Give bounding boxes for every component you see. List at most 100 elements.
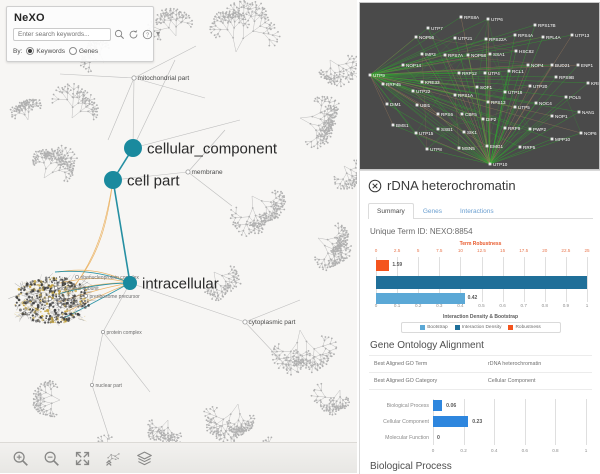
gene-node[interactable] bbox=[489, 163, 492, 166]
gene-node[interactable] bbox=[555, 76, 558, 79]
gene-node[interactable] bbox=[454, 94, 457, 97]
legend-item-interaction-density[interactable]: Interaction Density bbox=[455, 325, 502, 330]
go-bar-bp[interactable] bbox=[433, 400, 442, 411]
gene-node[interactable] bbox=[444, 54, 447, 57]
search-panel[interactable]: NeXO ? ▾ By: bbox=[6, 6, 154, 62]
gene-node-label[interactable]: POL5 bbox=[569, 95, 581, 100]
gene-node[interactable] bbox=[542, 36, 545, 39]
detail-tabbar[interactable]: Summary Genes Interactions bbox=[368, 202, 593, 219]
gene-node[interactable] bbox=[578, 111, 581, 114]
gene-node[interactable] bbox=[565, 96, 568, 99]
gene-node-label[interactable]: UTP13 bbox=[575, 33, 590, 38]
gene-node-label[interactable]: UTP6 bbox=[491, 17, 503, 22]
gene-node-label[interactable]: MSN5 bbox=[462, 146, 475, 151]
gene-node[interactable] bbox=[529, 128, 532, 131]
gene-node[interactable] bbox=[519, 146, 522, 149]
gene-node[interactable] bbox=[534, 24, 537, 27]
tree-node-highlighted-label[interactable]: cell part bbox=[127, 173, 180, 190]
gene-node[interactable] bbox=[587, 82, 590, 85]
radio-genes-dot[interactable] bbox=[69, 47, 77, 55]
gene-node[interactable] bbox=[571, 34, 574, 37]
dense-node-cluster[interactable] bbox=[8, 273, 96, 325]
chevron-down-icon[interactable]: ▾ bbox=[156, 30, 160, 39]
gene-node-label[interactable]: BUD21 bbox=[555, 63, 570, 68]
legend-item-robustness[interactable]: Robustness bbox=[508, 325, 540, 330]
tree-node-label[interactable]: mitochondrial part bbox=[138, 75, 190, 82]
bar-robustness[interactable] bbox=[376, 260, 389, 271]
gene-node-label[interactable]: NOP56 bbox=[419, 35, 435, 40]
gene-node[interactable] bbox=[467, 54, 470, 57]
gene-node-label[interactable]: RPS22A bbox=[489, 37, 508, 42]
tree-node-label[interactable]: ribosomal subunit bbox=[60, 286, 100, 292]
gene-node[interactable] bbox=[416, 104, 419, 107]
gene-node-label[interactable]: KRI1 bbox=[591, 81, 599, 86]
gene-node[interactable] bbox=[415, 36, 418, 39]
gene-node[interactable] bbox=[369, 74, 372, 77]
gene-node-label[interactable]: RPS1A bbox=[458, 93, 474, 98]
gene-node[interactable] bbox=[504, 127, 507, 130]
gene-node-label[interactable]: SOF1 bbox=[480, 85, 492, 90]
gene-node-label[interactable]: IMP3 bbox=[425, 52, 436, 57]
gene-node-label[interactable]: RRP9 bbox=[508, 126, 521, 131]
gene-node-label[interactable]: DIP2 bbox=[486, 117, 497, 122]
gene-node[interactable] bbox=[535, 102, 538, 105]
tree-node-label[interactable]: organelle bbox=[64, 303, 85, 309]
gene-node[interactable] bbox=[515, 50, 518, 53]
gene-node[interactable] bbox=[508, 70, 511, 73]
gene-node-label[interactable]: SIK1 bbox=[467, 130, 477, 135]
gene-node-label[interactable]: RPS7A bbox=[448, 53, 464, 58]
collapse-network-icon[interactable] bbox=[105, 450, 122, 467]
gene-node[interactable] bbox=[486, 145, 489, 148]
gene-node[interactable] bbox=[487, 18, 490, 21]
gene-node-label[interactable]: UTP15 bbox=[419, 131, 434, 136]
gene-node[interactable] bbox=[437, 113, 440, 116]
tree-node-highlighted[interactable] bbox=[124, 139, 142, 157]
gene-node-label[interactable]: PWP2 bbox=[533, 127, 546, 132]
gene-node[interactable] bbox=[529, 85, 532, 88]
close-circle-icon[interactable] bbox=[368, 179, 382, 193]
gene-node[interactable] bbox=[514, 106, 517, 109]
gene-node-label[interactable]: RPS17B bbox=[538, 23, 556, 28]
gene-node-label[interactable]: NOP58 bbox=[471, 53, 487, 58]
chart-legend[interactable]: Bootstrap Interaction Density Robustness bbox=[401, 322, 561, 333]
gene-node-label[interactable]: RPS6 bbox=[441, 112, 453, 117]
tree-node-label[interactable]: nuclear part bbox=[96, 383, 123, 389]
search-icon[interactable] bbox=[114, 29, 125, 40]
gene-node-label[interactable]: ENP1 bbox=[581, 63, 593, 68]
gene-node-label[interactable]: NOP6 bbox=[584, 131, 597, 136]
tree-node-highlighted-label[interactable]: intracellular bbox=[142, 276, 219, 293]
fit-screen-icon[interactable] bbox=[74, 450, 91, 467]
gene-node[interactable] bbox=[476, 86, 479, 89]
tree-node-highlighted-label[interactable]: cellular_component bbox=[147, 141, 278, 158]
gene-node-label[interactable]: UTP21 bbox=[458, 36, 473, 41]
gene-node-label[interactable]: MPP10 bbox=[555, 137, 571, 142]
gene-node[interactable] bbox=[437, 128, 440, 131]
gene-node-label[interactable]: BMS1 bbox=[396, 123, 409, 128]
go-bar-row[interactable]: Molecular Function 0 bbox=[433, 431, 586, 444]
gene-node[interactable] bbox=[421, 81, 424, 84]
gene-node[interactable] bbox=[551, 64, 554, 67]
term-detail-panel[interactable]: rDNA heterochromatin Summary Genes Inter… bbox=[359, 170, 600, 474]
gene-node-label[interactable]: RRP45 bbox=[386, 82, 401, 87]
gene-node-label[interactable]: HSC82 bbox=[519, 49, 534, 54]
gene-node-label[interactable]: NOP14 bbox=[406, 63, 422, 68]
tab-summary[interactable]: Summary bbox=[368, 203, 414, 219]
zoom-out-icon[interactable] bbox=[43, 450, 60, 467]
gene-node[interactable] bbox=[392, 124, 395, 127]
tree-toolbar[interactable] bbox=[0, 442, 357, 473]
gene-node-label[interactable]: UBI1 bbox=[420, 103, 431, 108]
gene-node-label[interactable]: EMG1 bbox=[490, 144, 503, 149]
gene-node[interactable] bbox=[426, 148, 429, 151]
legend-item-bootstrap[interactable]: Bootstrap bbox=[420, 325, 448, 330]
gene-node-label[interactable]: DIM1 bbox=[390, 102, 401, 107]
gene-node-label[interactable]: UTP9 bbox=[373, 73, 385, 78]
help-icon[interactable]: ? bbox=[142, 29, 153, 40]
radio-keywords-dot[interactable] bbox=[26, 47, 34, 55]
gene-node[interactable] bbox=[482, 118, 485, 121]
gene-node-label[interactable]: UTP5 bbox=[518, 105, 530, 110]
tab-genes[interactable]: Genes bbox=[414, 203, 451, 219]
